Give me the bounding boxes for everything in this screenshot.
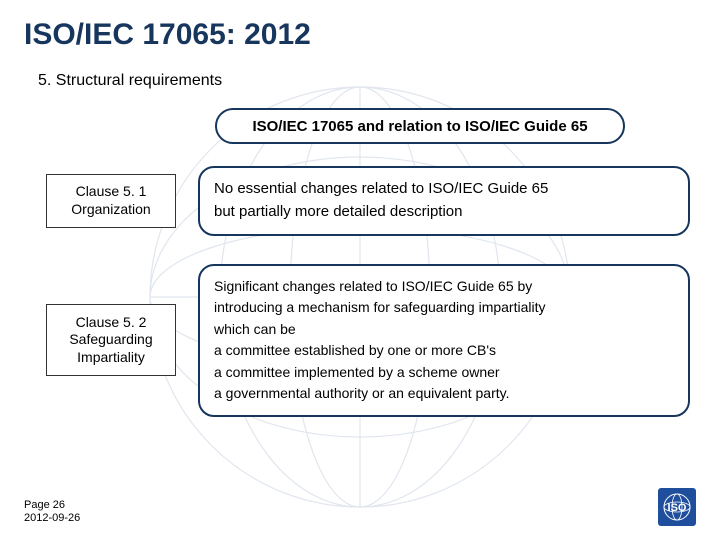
iso-logo-icon: ISO — [658, 488, 696, 526]
page-title: ISO/IEC 17065: 2012 — [0, 0, 720, 58]
clause-5-2-text-l5: a committee implemented by a scheme owne… — [214, 364, 674, 382]
clause-5-1-text-l2: but partially more detailed description — [214, 203, 674, 222]
clause-5-2-text-l2: introducing a mechanism for safeguarding… — [214, 299, 674, 317]
clause-5-2-text-l6: a governmental authority or an equivalen… — [214, 385, 674, 403]
clause-5-2-box: Clause 5. 2 Safeguarding Impartiality — [46, 304, 176, 376]
clause-5-2-text-l1: Significant changes related to ISO/IEC G… — [214, 278, 674, 296]
relation-pill: ISO/IEC 17065 and relation to ISO/IEC Gu… — [215, 108, 625, 144]
clause-5-2-text-l3: which can be — [214, 321, 674, 339]
footer-date: 2012-09-26 — [24, 512, 80, 526]
clause-row-1: Clause 5. 1 Organization No essential ch… — [46, 166, 690, 236]
clause-5-1-line2: Organization — [71, 201, 150, 219]
svg-text:ISO: ISO — [668, 502, 687, 514]
footer-page: Page 26 — [24, 499, 80, 513]
clause-5-2-line2: Safeguarding — [69, 331, 152, 349]
clause-row-2: Clause 5. 2 Safeguarding Impartiality Si… — [46, 264, 690, 417]
clause-5-1-text-l1: No essential changes related to ISO/IEC … — [214, 180, 674, 199]
clause-5-2-line3: Impartiality — [77, 349, 145, 367]
section-subtitle: 5. Structural requirements — [0, 58, 720, 90]
clause-5-1-box: Clause 5. 1 Organization — [46, 174, 176, 228]
footer: Page 26 2012-09-26 — [24, 499, 80, 527]
clause-5-2-line1: Clause 5. 2 — [76, 314, 147, 332]
clause-5-2-bubble: Significant changes related to ISO/IEC G… — [198, 264, 690, 417]
clause-5-1-bubble: No essential changes related to ISO/IEC … — [198, 166, 690, 236]
clause-5-1-line1: Clause 5. 1 — [76, 183, 147, 201]
clause-5-2-text-l4: a committee established by one or more C… — [214, 342, 674, 360]
